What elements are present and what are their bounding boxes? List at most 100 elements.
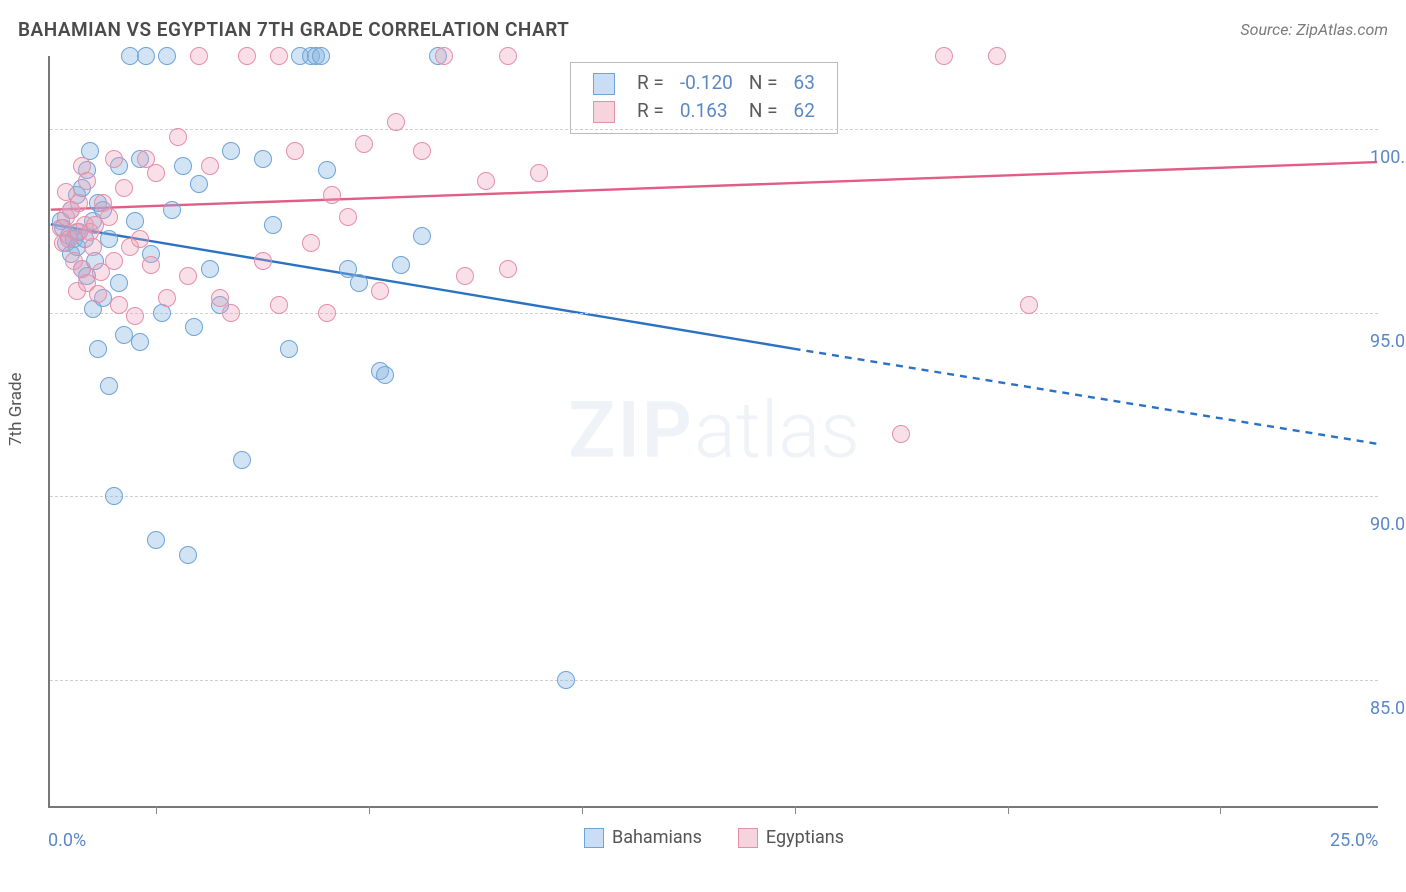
scatter-point bbox=[323, 186, 341, 204]
scatter-point bbox=[318, 304, 336, 322]
scatter-point bbox=[169, 128, 187, 146]
legend-n-label: N = bbox=[741, 97, 786, 125]
scatter-point bbox=[185, 318, 203, 336]
y-tick-label: 100.0% bbox=[1370, 147, 1406, 168]
scatter-point bbox=[222, 304, 240, 322]
x-tick bbox=[156, 806, 157, 814]
scatter-point bbox=[126, 212, 144, 230]
scatter-point bbox=[84, 238, 102, 256]
legend-n-value: 62 bbox=[786, 97, 823, 125]
scatter-point bbox=[105, 252, 123, 270]
scatter-point bbox=[456, 267, 474, 285]
chart-title: BAHAMIAN VS EGYPTIAN 7TH GRADE CORRELATI… bbox=[18, 18, 569, 41]
scatter-point bbox=[100, 208, 118, 226]
scatter-point bbox=[1020, 296, 1038, 314]
y-tick-label: 95.0% bbox=[1370, 331, 1406, 352]
series-legend: Bahamians Egyptians bbox=[50, 827, 1378, 848]
legend-r-label: R = bbox=[629, 97, 672, 125]
scatter-point bbox=[137, 47, 155, 65]
scatter-point bbox=[988, 47, 1006, 65]
scatter-point bbox=[110, 274, 128, 292]
scatter-point bbox=[376, 366, 394, 384]
x-tick bbox=[369, 806, 370, 814]
scatter-point bbox=[280, 340, 298, 358]
scatter-point bbox=[100, 230, 118, 248]
gridline bbox=[50, 496, 1378, 497]
scatter-point bbox=[158, 47, 176, 65]
scatter-point bbox=[147, 164, 165, 182]
scatter-point bbox=[190, 175, 208, 193]
x-tick bbox=[1220, 806, 1221, 814]
gridline bbox=[50, 680, 1378, 681]
scatter-point bbox=[126, 307, 144, 325]
scatter-point bbox=[339, 208, 357, 226]
legend-row: R =0.163N =62 bbox=[585, 97, 823, 125]
series-label: Bahamians bbox=[612, 827, 702, 848]
y-tick-label: 90.0% bbox=[1370, 514, 1406, 535]
scatter-point bbox=[499, 47, 517, 65]
legend-swatch bbox=[738, 828, 758, 848]
scatter-point bbox=[499, 260, 517, 278]
legend-n-value: 63 bbox=[786, 69, 823, 97]
x-axis-max-label: 25.0% bbox=[1330, 830, 1378, 851]
x-axis-min-label: 0.0% bbox=[48, 830, 86, 851]
scatter-point bbox=[254, 150, 272, 168]
scatter-point bbox=[158, 289, 176, 307]
scatter-point bbox=[179, 267, 197, 285]
scatter-point bbox=[190, 47, 208, 65]
gridline bbox=[50, 313, 1378, 314]
scatter-point bbox=[387, 113, 405, 131]
scatter-point bbox=[70, 194, 88, 212]
scatter-point bbox=[179, 546, 197, 564]
scatter-point bbox=[131, 230, 149, 248]
x-tick bbox=[795, 806, 796, 814]
scatter-point bbox=[201, 157, 219, 175]
scatter-point bbox=[270, 296, 288, 314]
scatter-point bbox=[312, 47, 330, 65]
watermark: ZIPatlas bbox=[568, 386, 859, 477]
scatter-point bbox=[89, 285, 107, 303]
scatter-point bbox=[254, 252, 272, 270]
chart-source: Source: ZipAtlas.com bbox=[1240, 20, 1388, 39]
scatter-point bbox=[115, 179, 133, 197]
scatter-point bbox=[222, 142, 240, 160]
trend-lines bbox=[50, 56, 1378, 806]
trend-line bbox=[794, 349, 1378, 444]
scatter-point bbox=[413, 142, 431, 160]
scatter-point bbox=[302, 234, 320, 252]
scatter-point bbox=[892, 425, 910, 443]
scatter-point bbox=[174, 157, 192, 175]
legend-swatch bbox=[584, 828, 604, 848]
chart-plot-area: ZIPatlas R =-0.120N =63R =0.163N =62 Bah… bbox=[48, 56, 1378, 808]
scatter-point bbox=[201, 260, 219, 278]
scatter-point bbox=[110, 296, 128, 314]
y-axis-label: 7th Grade bbox=[6, 372, 26, 446]
scatter-point bbox=[142, 256, 160, 274]
scatter-point bbox=[78, 172, 96, 190]
scatter-point bbox=[286, 142, 304, 160]
legend-r-value: -0.120 bbox=[672, 69, 741, 97]
correlation-legend: R =-0.120N =63R =0.163N =62 bbox=[570, 62, 838, 134]
trend-line bbox=[51, 162, 1377, 210]
scatter-point bbox=[105, 487, 123, 505]
y-tick-label: 85.0% bbox=[1370, 698, 1406, 719]
scatter-point bbox=[105, 150, 123, 168]
scatter-point bbox=[530, 164, 548, 182]
scatter-point bbox=[270, 47, 288, 65]
scatter-point bbox=[477, 172, 495, 190]
scatter-point bbox=[350, 274, 368, 292]
x-tick bbox=[582, 806, 583, 814]
scatter-point bbox=[371, 282, 389, 300]
scatter-point bbox=[264, 216, 282, 234]
scatter-point bbox=[392, 256, 410, 274]
legend-row: R =-0.120N =63 bbox=[585, 69, 823, 97]
scatter-point bbox=[100, 377, 118, 395]
series-label: Egyptians bbox=[766, 827, 844, 848]
scatter-point bbox=[413, 227, 431, 245]
scatter-point bbox=[147, 531, 165, 549]
scatter-point bbox=[557, 671, 575, 689]
scatter-point bbox=[355, 135, 373, 153]
legend-r-value: 0.163 bbox=[672, 97, 741, 125]
scatter-point bbox=[318, 161, 336, 179]
legend-n-label: N = bbox=[741, 69, 786, 97]
